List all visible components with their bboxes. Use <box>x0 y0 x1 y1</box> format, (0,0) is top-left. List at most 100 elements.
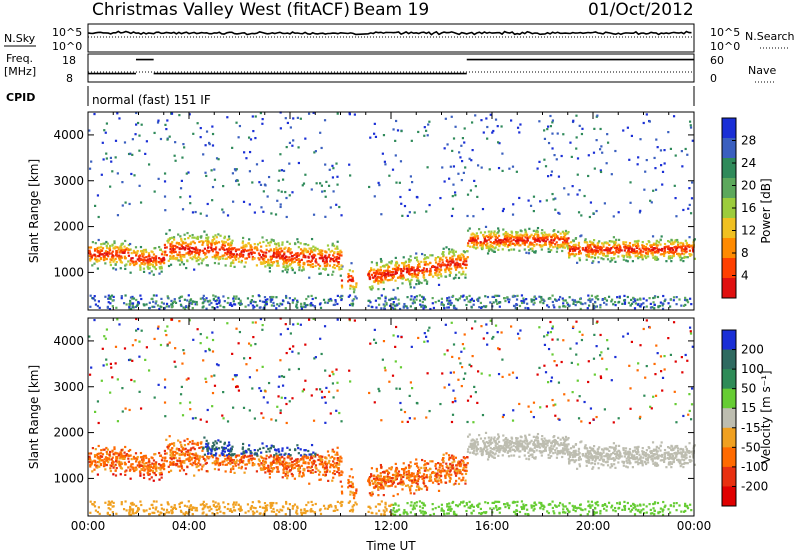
power-cell <box>546 175 550 178</box>
power-cell <box>672 248 675 252</box>
velocity-cell <box>266 470 269 473</box>
power-cell <box>269 248 272 251</box>
power-cell <box>158 272 161 275</box>
power-cell <box>506 240 509 243</box>
power-cell <box>235 254 238 258</box>
velocity-cell <box>331 479 334 482</box>
power-cell <box>243 248 247 251</box>
power-cell <box>277 264 280 267</box>
power-cell <box>196 235 199 239</box>
power-cell <box>327 273 330 276</box>
power-cell <box>557 230 560 233</box>
velocity-cell <box>641 462 644 465</box>
power-cell <box>482 131 485 134</box>
power-cell <box>234 169 237 172</box>
power-cell <box>302 263 305 266</box>
power-cell <box>538 295 541 298</box>
power-cell <box>494 236 497 239</box>
velocity-cell <box>525 457 528 460</box>
power-cell <box>272 253 275 256</box>
power-cell <box>261 122 264 125</box>
power-cell <box>237 257 240 260</box>
power-cell <box>381 278 384 281</box>
power-cell <box>580 234 583 237</box>
power-cell <box>155 300 158 303</box>
velocity-cell <box>436 474 439 477</box>
power-cell <box>270 257 273 260</box>
power-cell <box>332 190 335 193</box>
power-cell <box>383 307 386 310</box>
velocity-cell <box>526 440 529 443</box>
power-cell <box>578 259 582 262</box>
power-cell <box>475 241 478 244</box>
power-cell <box>234 297 237 300</box>
power-cell <box>297 261 300 265</box>
power-cell <box>367 272 370 276</box>
velocity-cell <box>292 467 295 470</box>
power-cell <box>187 171 190 174</box>
power-cell <box>598 246 601 250</box>
power-cell <box>253 257 256 260</box>
power-cell <box>333 303 337 306</box>
velocity-cell <box>479 437 483 440</box>
power-cell <box>602 258 605 261</box>
power-cell <box>388 270 391 273</box>
power-cell <box>311 304 314 307</box>
power-cell <box>143 263 146 266</box>
power-cell <box>388 278 391 282</box>
power-cell <box>441 302 444 306</box>
power-cell <box>111 254 114 257</box>
power-cell <box>623 299 626 302</box>
power-cell <box>479 241 482 244</box>
velocity-cell <box>196 463 199 466</box>
power-cell <box>217 233 220 236</box>
power-cell <box>271 262 275 265</box>
velocity-cell <box>377 478 380 482</box>
velocity-cell <box>491 441 494 444</box>
power-cell <box>629 250 632 254</box>
power-cell <box>408 269 411 272</box>
velocity-cell <box>454 474 458 477</box>
power-cell <box>326 301 329 304</box>
velocity-cell <box>604 461 608 464</box>
power-cell <box>506 237 509 240</box>
power-cell <box>452 165 456 168</box>
power-cell <box>204 171 207 174</box>
power-cell <box>574 243 577 246</box>
power-cell <box>136 252 139 255</box>
power-cell <box>94 255 97 258</box>
power-cell <box>308 276 311 279</box>
power-cell <box>491 242 494 245</box>
power-cell <box>542 239 545 243</box>
power-cell <box>297 258 300 261</box>
power-cell <box>585 258 588 261</box>
power-cell <box>431 275 435 278</box>
power-cell <box>473 179 476 183</box>
power-cell <box>153 265 156 269</box>
power-cell <box>111 257 114 260</box>
power-cell <box>451 251 454 254</box>
power-cell <box>490 230 493 233</box>
power-cell <box>459 256 462 259</box>
power-cell <box>103 129 106 132</box>
power-cell <box>215 157 219 160</box>
velocity-cell <box>142 476 146 479</box>
power-cell <box>418 280 421 284</box>
power-cell <box>672 115 676 118</box>
power-cell <box>144 152 147 156</box>
power-cell <box>472 236 475 240</box>
power-cell <box>489 245 492 248</box>
power-cell <box>170 306 174 309</box>
power-cell <box>127 243 130 247</box>
power-cell <box>442 251 445 254</box>
power-cell <box>148 306 151 310</box>
velocity-cell <box>628 450 631 454</box>
power-cell <box>313 305 317 308</box>
power-cell <box>417 282 421 285</box>
power-cell <box>368 286 372 289</box>
velocity-cell <box>512 454 516 457</box>
velocity-cell <box>194 463 197 466</box>
power-cell <box>641 247 644 250</box>
velocity-cell <box>422 473 426 476</box>
velocity-cell <box>600 463 603 466</box>
